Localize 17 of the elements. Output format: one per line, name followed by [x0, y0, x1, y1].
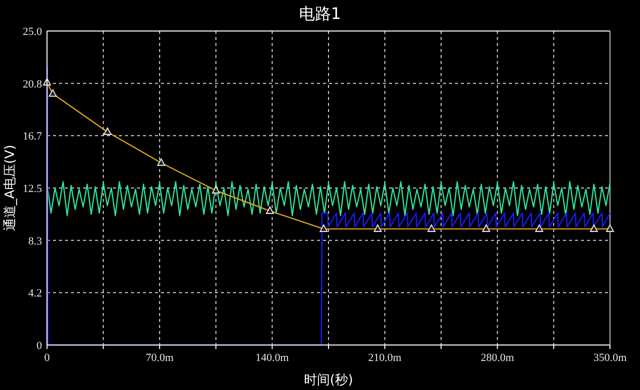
- x-tick-label: 140.0m: [256, 352, 290, 364]
- line-series: [46, 181, 611, 216]
- y-tick-label: 8.3: [28, 235, 42, 248]
- x-tick-label: 70.0m: [146, 352, 174, 364]
- x-tick-label: 280.0m: [480, 352, 514, 364]
- y-tick-label: 4.2: [28, 288, 42, 300]
- x-axis-title: 时间(秒): [304, 373, 354, 388]
- chart-title: 电路1: [298, 4, 342, 23]
- y-tick-label: 12.5: [22, 183, 42, 195]
- x-tick-label: 350.0m: [593, 352, 628, 364]
- y-tick-label: 16.7: [22, 130, 42, 143]
- y-tick-label: 0: [36, 340, 42, 352]
- x-tick-label: 210.0m: [368, 352, 402, 364]
- y-tick-label: 20.8: [22, 78, 42, 90]
- y-axis-title: 通道_A电压(V): [3, 144, 18, 232]
- x-tick-label: 0: [44, 352, 50, 364]
- y-tick-label: 25.0: [22, 26, 42, 38]
